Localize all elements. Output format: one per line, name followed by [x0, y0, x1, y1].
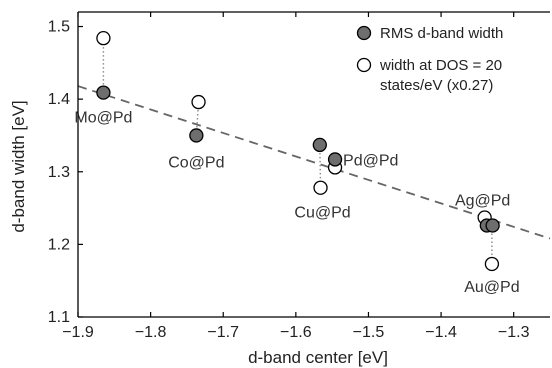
point-label-2: Cu@Pd — [294, 205, 350, 222]
legend-label-0-0: RMS d-band width — [380, 25, 503, 42]
legend-label-1-0: width at DOS = 20 — [379, 57, 502, 74]
legend-label-1-1: states/eV (x0.27) — [380, 77, 493, 94]
dos-point-1 — [191, 94, 206, 110]
point-label-0: Mo@Pd — [74, 110, 132, 127]
point-label-4: Ag@Pd — [455, 193, 510, 210]
x-tick-label-3: −1.6 — [280, 324, 312, 341]
x-tick-label-4: −1.5 — [353, 324, 385, 341]
connector-2 — [319, 144, 322, 188]
y-tick-label-4: 1.5 — [48, 19, 70, 36]
x-tick-label-1: −1.8 — [135, 324, 167, 341]
dos-point-5 — [484, 256, 500, 272]
y-tick-label-1: 1.2 — [48, 236, 70, 253]
legend-marker-0 — [356, 25, 372, 41]
x-tick-label-0: −1.9 — [62, 324, 94, 341]
dos-point-2 — [313, 180, 328, 195]
x-axis-label: d-band center [eV] — [248, 348, 388, 367]
point-label-5: Au@Pd — [464, 279, 519, 296]
y-tick-label-0: 1.1 — [48, 309, 70, 326]
rms-point-2 — [312, 137, 327, 153]
y-tick-label-3: 1.4 — [48, 91, 70, 108]
x-tick-label-2: −1.7 — [207, 324, 239, 341]
y-tick-label-2: 1.3 — [48, 164, 70, 181]
connector-1 — [195, 102, 200, 136]
point-label-3: Pd@Pd — [343, 152, 398, 169]
x-tick-label-6: −1.3 — [498, 324, 530, 341]
dos-point-0 — [96, 30, 111, 46]
x-tick-label-5: −1.4 — [425, 324, 457, 341]
trend-line — [77, 85, 551, 240]
legend-marker-1 — [356, 57, 372, 73]
rms-point-5 — [485, 218, 500, 233]
y-axis-label: d-band width [eV] — [9, 100, 28, 232]
rms-point-3 — [327, 152, 343, 167]
point-label-1: Co@Pd — [168, 154, 224, 171]
rms-point-1 — [189, 128, 204, 143]
rms-point-0 — [96, 85, 111, 100]
